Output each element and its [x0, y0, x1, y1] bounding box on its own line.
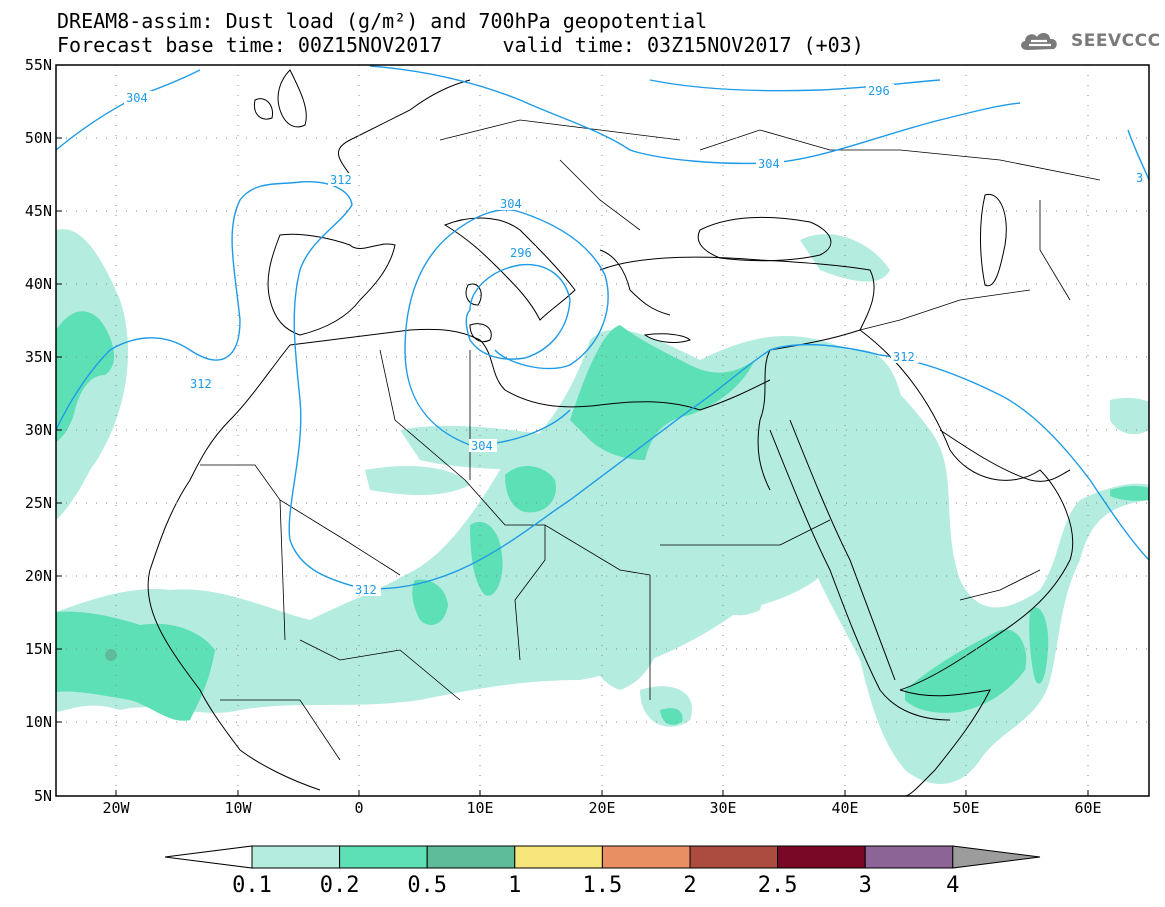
lat-label: 15N — [25, 640, 52, 658]
lat-label: 25N — [25, 494, 52, 512]
contour-label: 312 — [330, 173, 352, 187]
lat-labels: 55N 50N 45N 40N 35N 30N 25N 20N 15N 10N … — [25, 56, 52, 805]
contour-label: 296 — [510, 246, 532, 260]
contour-label: 304 — [758, 157, 780, 171]
contour-label: 312 — [355, 583, 377, 597]
lat-label: 20N — [25, 567, 52, 585]
graticule — [56, 65, 1149, 796]
colorbar-label: 0.1 — [232, 873, 272, 898]
lat-label: 35N — [25, 348, 52, 366]
colorbar — [164, 845, 1041, 869]
colorbar-label: 2 — [683, 873, 696, 898]
contour-label: 312 — [893, 350, 915, 364]
seevccc-logo: SEEVCCC — [1017, 28, 1161, 54]
lon-label: 10E — [466, 799, 493, 817]
colorbar-swatch — [339, 845, 428, 869]
lat-label: 45N — [25, 202, 52, 220]
contour-label: 304 — [126, 91, 148, 105]
colorbar-label: 1 — [508, 873, 521, 898]
colorbar-swatch — [514, 845, 603, 869]
colorbar-label: 0.2 — [320, 873, 360, 898]
lon-label: 50E — [952, 799, 979, 817]
logo-text: SEEVCCC — [1071, 31, 1161, 51]
cloud-icon — [1021, 33, 1057, 50]
contour-label: 296 — [868, 84, 890, 98]
lon-label: 20E — [588, 799, 615, 817]
lon-label: 60E — [1074, 799, 1101, 817]
lat-label: 50N — [25, 129, 52, 147]
contour-label: 3 — [1136, 171, 1143, 185]
colorbar-swatch — [601, 845, 691, 869]
contour-label: 304 — [471, 439, 493, 453]
colorbar-label: 4 — [946, 873, 959, 898]
lon-ticks — [115, 790, 1089, 796]
geopotential-contours — [56, 65, 1149, 590]
lon-label: 40E — [831, 799, 858, 817]
lat-label: 5N — [34, 787, 52, 805]
lon-label: 0 — [354, 799, 363, 817]
map-subtitle: Forecast base time: 00Z15NOV2017 valid t… — [57, 33, 864, 57]
colorbar-label: 2.5 — [758, 873, 798, 898]
lat-label: 40N — [25, 275, 52, 293]
lon-label: 20W — [102, 799, 130, 817]
lat-label: 55N — [25, 56, 52, 74]
colorbar-swatch — [777, 845, 866, 869]
colorbar-label: 1.5 — [583, 873, 623, 898]
lat-ticks — [56, 64, 62, 797]
contour-label: 304 — [500, 197, 522, 211]
colorbar-swatch — [689, 845, 779, 869]
colorbar-label: 0.5 — [407, 873, 447, 898]
lat-label: 10N — [25, 713, 52, 731]
lon-label: 10W — [224, 799, 252, 817]
colorbar-under-triangle — [164, 845, 253, 869]
colorbar-over-triangle — [952, 845, 1041, 869]
dust-shading-layer — [56, 229, 1149, 784]
lon-labels: 20W 10W 0 10E 20E 30E 40E 50E 60E — [102, 799, 1101, 817]
coastline-layer — [147, 69, 1074, 796]
colorbar-label: 3 — [859, 873, 872, 898]
colorbar-swatch — [426, 845, 516, 869]
map-title: DREAM8-assim: Dust load (g/m²) and 700hP… — [57, 9, 708, 33]
country-borders-layer — [200, 119, 1101, 761]
lon-label: 30E — [709, 799, 736, 817]
colorbar-labels: 0.1 0.2 0.5 1 1.5 2 2.5 3 4 — [232, 873, 959, 898]
contour-labels: 304 296 304 312 312 304 296 312 304 312 … — [124, 84, 1143, 597]
colorbar-swatch — [864, 845, 954, 869]
contour-label: 312 — [190, 377, 212, 391]
colorbar-swatch — [251, 845, 341, 869]
lat-label: 30N — [25, 421, 52, 439]
